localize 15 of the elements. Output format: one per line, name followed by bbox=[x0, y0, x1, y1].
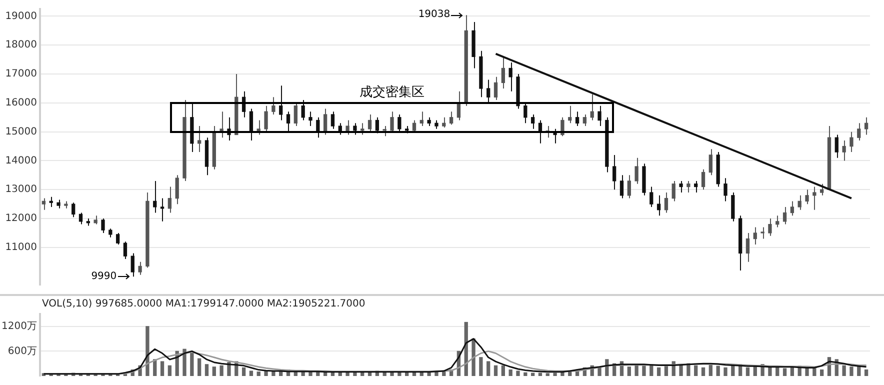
annotation: 9990 bbox=[91, 270, 117, 283]
y-tick-label: 16000 bbox=[5, 98, 37, 109]
y-tick-label: 15000 bbox=[5, 126, 37, 138]
y-tick-label: 14000 bbox=[5, 155, 37, 166]
y-tick-label: 600万 bbox=[8, 346, 37, 357]
chart-title: VOL(5,10) 997685.0000 MA1:1799147.0000 MA2:1905221.7000 bbox=[42, 298, 366, 310]
y-tick-label: 12000 bbox=[5, 213, 37, 224]
y-tick-label: 18000 bbox=[5, 40, 37, 51]
y-tick-label: 13000 bbox=[5, 184, 37, 196]
y-tick-label: 1200万 bbox=[2, 320, 37, 332]
y-tick-label: 17000 bbox=[5, 68, 37, 80]
annotation: 成交密集区 bbox=[359, 84, 424, 101]
annotation: 19038 bbox=[418, 9, 450, 22]
y-tick-label: 19000 bbox=[5, 10, 37, 22]
y-tick-label: 11000 bbox=[5, 242, 37, 254]
